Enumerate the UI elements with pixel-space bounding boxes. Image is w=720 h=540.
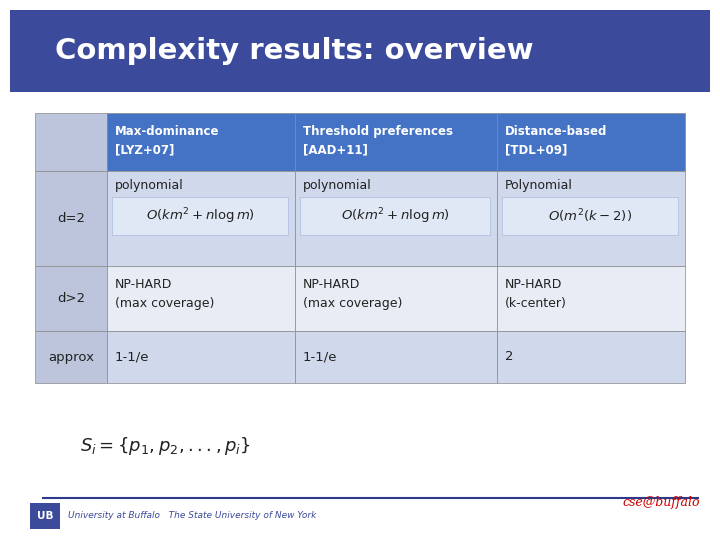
Bar bbox=[497, 171, 685, 266]
Bar bbox=[107, 171, 295, 266]
Text: NP-HARD
(k-center): NP-HARD (k-center) bbox=[505, 278, 567, 310]
Bar bbox=[295, 113, 497, 171]
Text: $O(km^2 + n\log m)$: $O(km^2 + n\log m)$ bbox=[145, 206, 254, 226]
Text: NP-HARD
(max coverage): NP-HARD (max coverage) bbox=[303, 278, 402, 310]
Bar bbox=[295, 331, 497, 383]
Bar bbox=[107, 266, 295, 331]
Bar bbox=[35, 266, 107, 331]
Bar bbox=[112, 197, 288, 235]
Text: 2: 2 bbox=[505, 350, 513, 363]
Bar bbox=[35, 113, 107, 171]
Bar bbox=[497, 331, 685, 383]
Bar bbox=[497, 266, 685, 331]
Text: Distance-based
[TDL+09]: Distance-based [TDL+09] bbox=[505, 125, 608, 156]
Text: Polynomial: Polynomial bbox=[505, 179, 573, 192]
Bar bbox=[35, 171, 107, 266]
Text: cse@buffalo: cse@buffalo bbox=[623, 496, 700, 509]
Bar bbox=[10, 10, 710, 92]
Text: d>2: d>2 bbox=[57, 292, 85, 305]
Text: Threshold preferences
[AAD+11]: Threshold preferences [AAD+11] bbox=[303, 125, 453, 156]
Text: UB: UB bbox=[37, 511, 53, 521]
Text: approx: approx bbox=[48, 350, 94, 363]
Bar bbox=[497, 113, 685, 171]
Bar bbox=[107, 113, 295, 171]
Text: $O(m^2(k-2))$: $O(m^2(k-2))$ bbox=[548, 207, 632, 225]
Bar bbox=[107, 331, 295, 383]
Text: polynomial: polynomial bbox=[115, 179, 184, 192]
Text: 1-1/e: 1-1/e bbox=[115, 350, 150, 363]
Bar bbox=[502, 197, 678, 235]
Text: polynomial: polynomial bbox=[303, 179, 372, 192]
Bar bbox=[295, 171, 497, 266]
Bar bbox=[35, 331, 107, 383]
Text: $O(km^2 + n\log m)$: $O(km^2 + n\log m)$ bbox=[341, 206, 449, 226]
Text: University at Buffalo   The State University of New York: University at Buffalo The State Universi… bbox=[68, 511, 316, 521]
Text: NP-HARD
(max coverage): NP-HARD (max coverage) bbox=[115, 278, 215, 310]
Bar bbox=[300, 197, 490, 235]
Text: 1-1/e: 1-1/e bbox=[303, 350, 338, 363]
Text: Max-dominance
[LYZ+07]: Max-dominance [LYZ+07] bbox=[115, 125, 220, 156]
Bar bbox=[295, 266, 497, 331]
Text: $S_i = \{p_1, p_2, ..., p_i\}$: $S_i = \{p_1, p_2, ..., p_i\}$ bbox=[80, 435, 251, 457]
Text: Complexity results: overview: Complexity results: overview bbox=[55, 37, 534, 65]
Bar bbox=[30, 503, 60, 529]
Text: d=2: d=2 bbox=[57, 212, 85, 225]
